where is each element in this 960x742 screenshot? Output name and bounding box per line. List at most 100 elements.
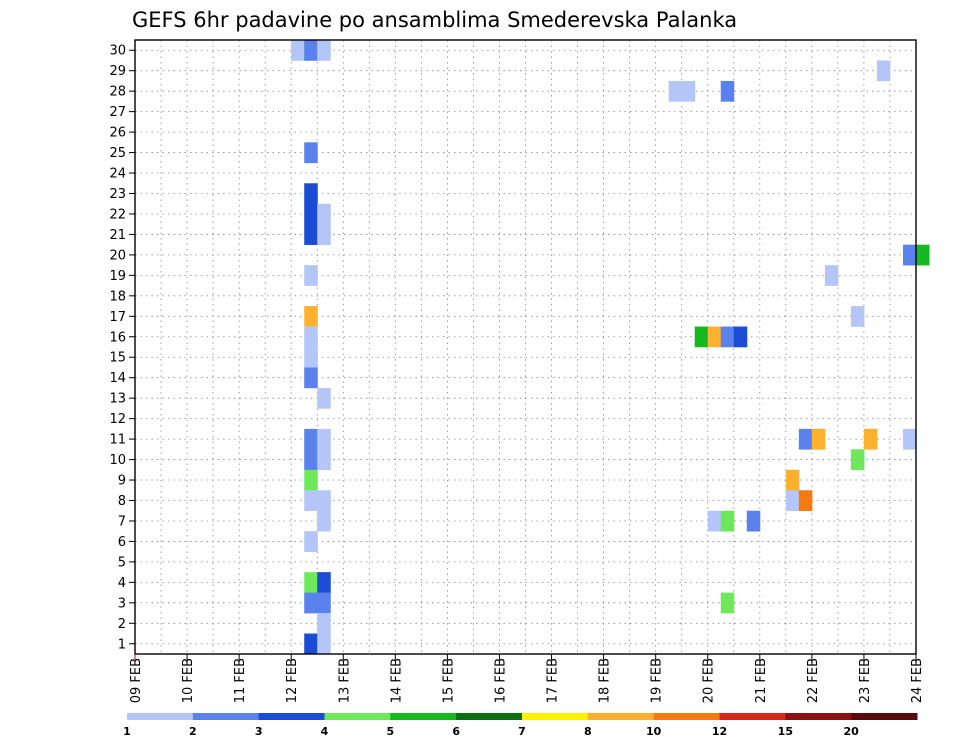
precip-cell — [317, 490, 331, 512]
y-tick-label: 16 — [109, 330, 126, 345]
precip-cell — [733, 326, 748, 348]
precip-cell — [850, 449, 865, 471]
precip-cell — [876, 60, 891, 82]
precip-cell — [317, 510, 331, 532]
x-tick-label: 17 FEB — [546, 658, 561, 703]
x-tick-label: 16 FEB — [493, 658, 508, 703]
legend-swatch — [522, 713, 589, 720]
precip-cells — [291, 40, 930, 655]
precip-cell — [304, 531, 318, 552]
precip-cell — [304, 142, 318, 164]
precip-cell — [304, 183, 318, 205]
y-tick-label: 4 — [118, 576, 126, 591]
precip-cell — [304, 306, 318, 327]
precip-cell — [720, 592, 735, 614]
y-tick-label: 20 — [109, 248, 126, 263]
legend-swatch — [851, 713, 918, 720]
x-tick-label: 15 FEB — [441, 658, 456, 703]
legend-label: 10 — [646, 725, 662, 738]
precip-cell — [317, 613, 331, 634]
precip-cell — [304, 572, 318, 593]
y-tick-label: 13 — [109, 392, 126, 407]
legend-label: 7 — [518, 725, 526, 738]
y-tick-label: 3 — [118, 596, 126, 611]
legend-label: 5 — [387, 725, 395, 738]
y-tick-label: 14 — [109, 371, 126, 386]
x-tick-label: 10 FEB — [181, 658, 196, 703]
y-axis: 1234567891011121314151617181920212223242… — [109, 44, 135, 652]
legend-swatch — [719, 713, 786, 720]
y-tick-label: 18 — [109, 289, 126, 304]
precip-cell — [798, 490, 813, 512]
precip-cell — [317, 428, 331, 450]
precip-cell — [304, 428, 318, 450]
precip-cell — [304, 469, 318, 491]
legend-label: 2 — [189, 725, 197, 738]
precip-cell — [694, 326, 709, 348]
precip-cell — [785, 469, 800, 491]
y-tick-label: 25 — [109, 146, 126, 161]
x-tick-label: 20 FEB — [702, 658, 717, 703]
y-tick-label: 10 — [109, 453, 126, 468]
chart-title: GEFS 6hr padavine po ansamblima Smederev… — [132, 8, 737, 32]
precip-cell — [746, 510, 761, 532]
legend-label: 3 — [255, 725, 263, 738]
x-tick-label: 22 FEB — [806, 658, 821, 703]
legend-label: 20 — [844, 725, 860, 738]
precip-cell — [304, 40, 318, 61]
legend-label: 1 — [123, 725, 131, 738]
precip-cell — [291, 40, 305, 61]
precip-cell — [707, 510, 722, 532]
x-tick-label: 13 FEB — [337, 658, 352, 703]
y-tick-label: 15 — [109, 351, 126, 366]
y-tick-label: 27 — [109, 105, 126, 120]
legend-label: 8 — [584, 725, 592, 738]
legend-swatch — [258, 713, 325, 720]
legend-swatch — [653, 713, 720, 720]
precip-cell — [720, 80, 735, 102]
y-tick-label: 22 — [109, 207, 126, 222]
precip-cell — [811, 428, 826, 450]
precip-cell — [317, 633, 331, 655]
y-tick-label: 5 — [118, 555, 126, 570]
precip-cell — [304, 490, 318, 512]
precip-cell — [720, 326, 735, 348]
y-tick-label: 2 — [118, 617, 126, 632]
legend-swatch — [390, 713, 457, 720]
x-axis: 09 FEB 10 FEB 11 FEB 12 FEB 13 FEB 14 FEB 15 F… — [129, 654, 925, 703]
precip-cell — [317, 40, 331, 61]
y-tick-label: 6 — [118, 535, 126, 550]
precip-cell — [317, 224, 331, 245]
precip-cell — [720, 510, 735, 532]
precip-cell — [317, 387, 331, 409]
y-tick-label: 8 — [118, 494, 126, 509]
precip-cell — [304, 592, 318, 614]
y-tick-label: 24 — [109, 167, 126, 182]
precip-cell — [304, 203, 318, 225]
precip-cell — [317, 203, 331, 225]
x-tick-label: 19 FEB — [650, 658, 665, 703]
y-tick-label: 23 — [109, 187, 126, 202]
color-legend: 1 2 3 4 5 6 7 8 10 12 15 20 — [123, 713, 918, 738]
legend-swatch — [456, 713, 523, 720]
legend-swatch — [587, 713, 655, 720]
y-tick-label: 21 — [109, 228, 126, 243]
x-tick-label: 14 FEB — [389, 658, 404, 703]
y-tick-label: 19 — [109, 269, 126, 284]
precip-cell — [304, 326, 318, 348]
precip-cell — [707, 326, 722, 348]
legend-label: 15 — [778, 725, 793, 738]
precip-cell — [902, 244, 917, 266]
y-tick-label: 12 — [109, 412, 126, 427]
precip-cell — [916, 244, 930, 266]
precip-cell — [681, 80, 696, 102]
x-tick-label: 23 FEB — [858, 658, 873, 703]
x-tick-label: 18 FEB — [598, 658, 613, 703]
precip-cell — [850, 306, 865, 327]
grid-lines — [135, 40, 916, 654]
y-tick-label: 9 — [118, 474, 126, 489]
precip-cell — [902, 428, 917, 450]
y-tick-label: 7 — [118, 514, 126, 529]
y-tick-label: 30 — [109, 44, 126, 59]
